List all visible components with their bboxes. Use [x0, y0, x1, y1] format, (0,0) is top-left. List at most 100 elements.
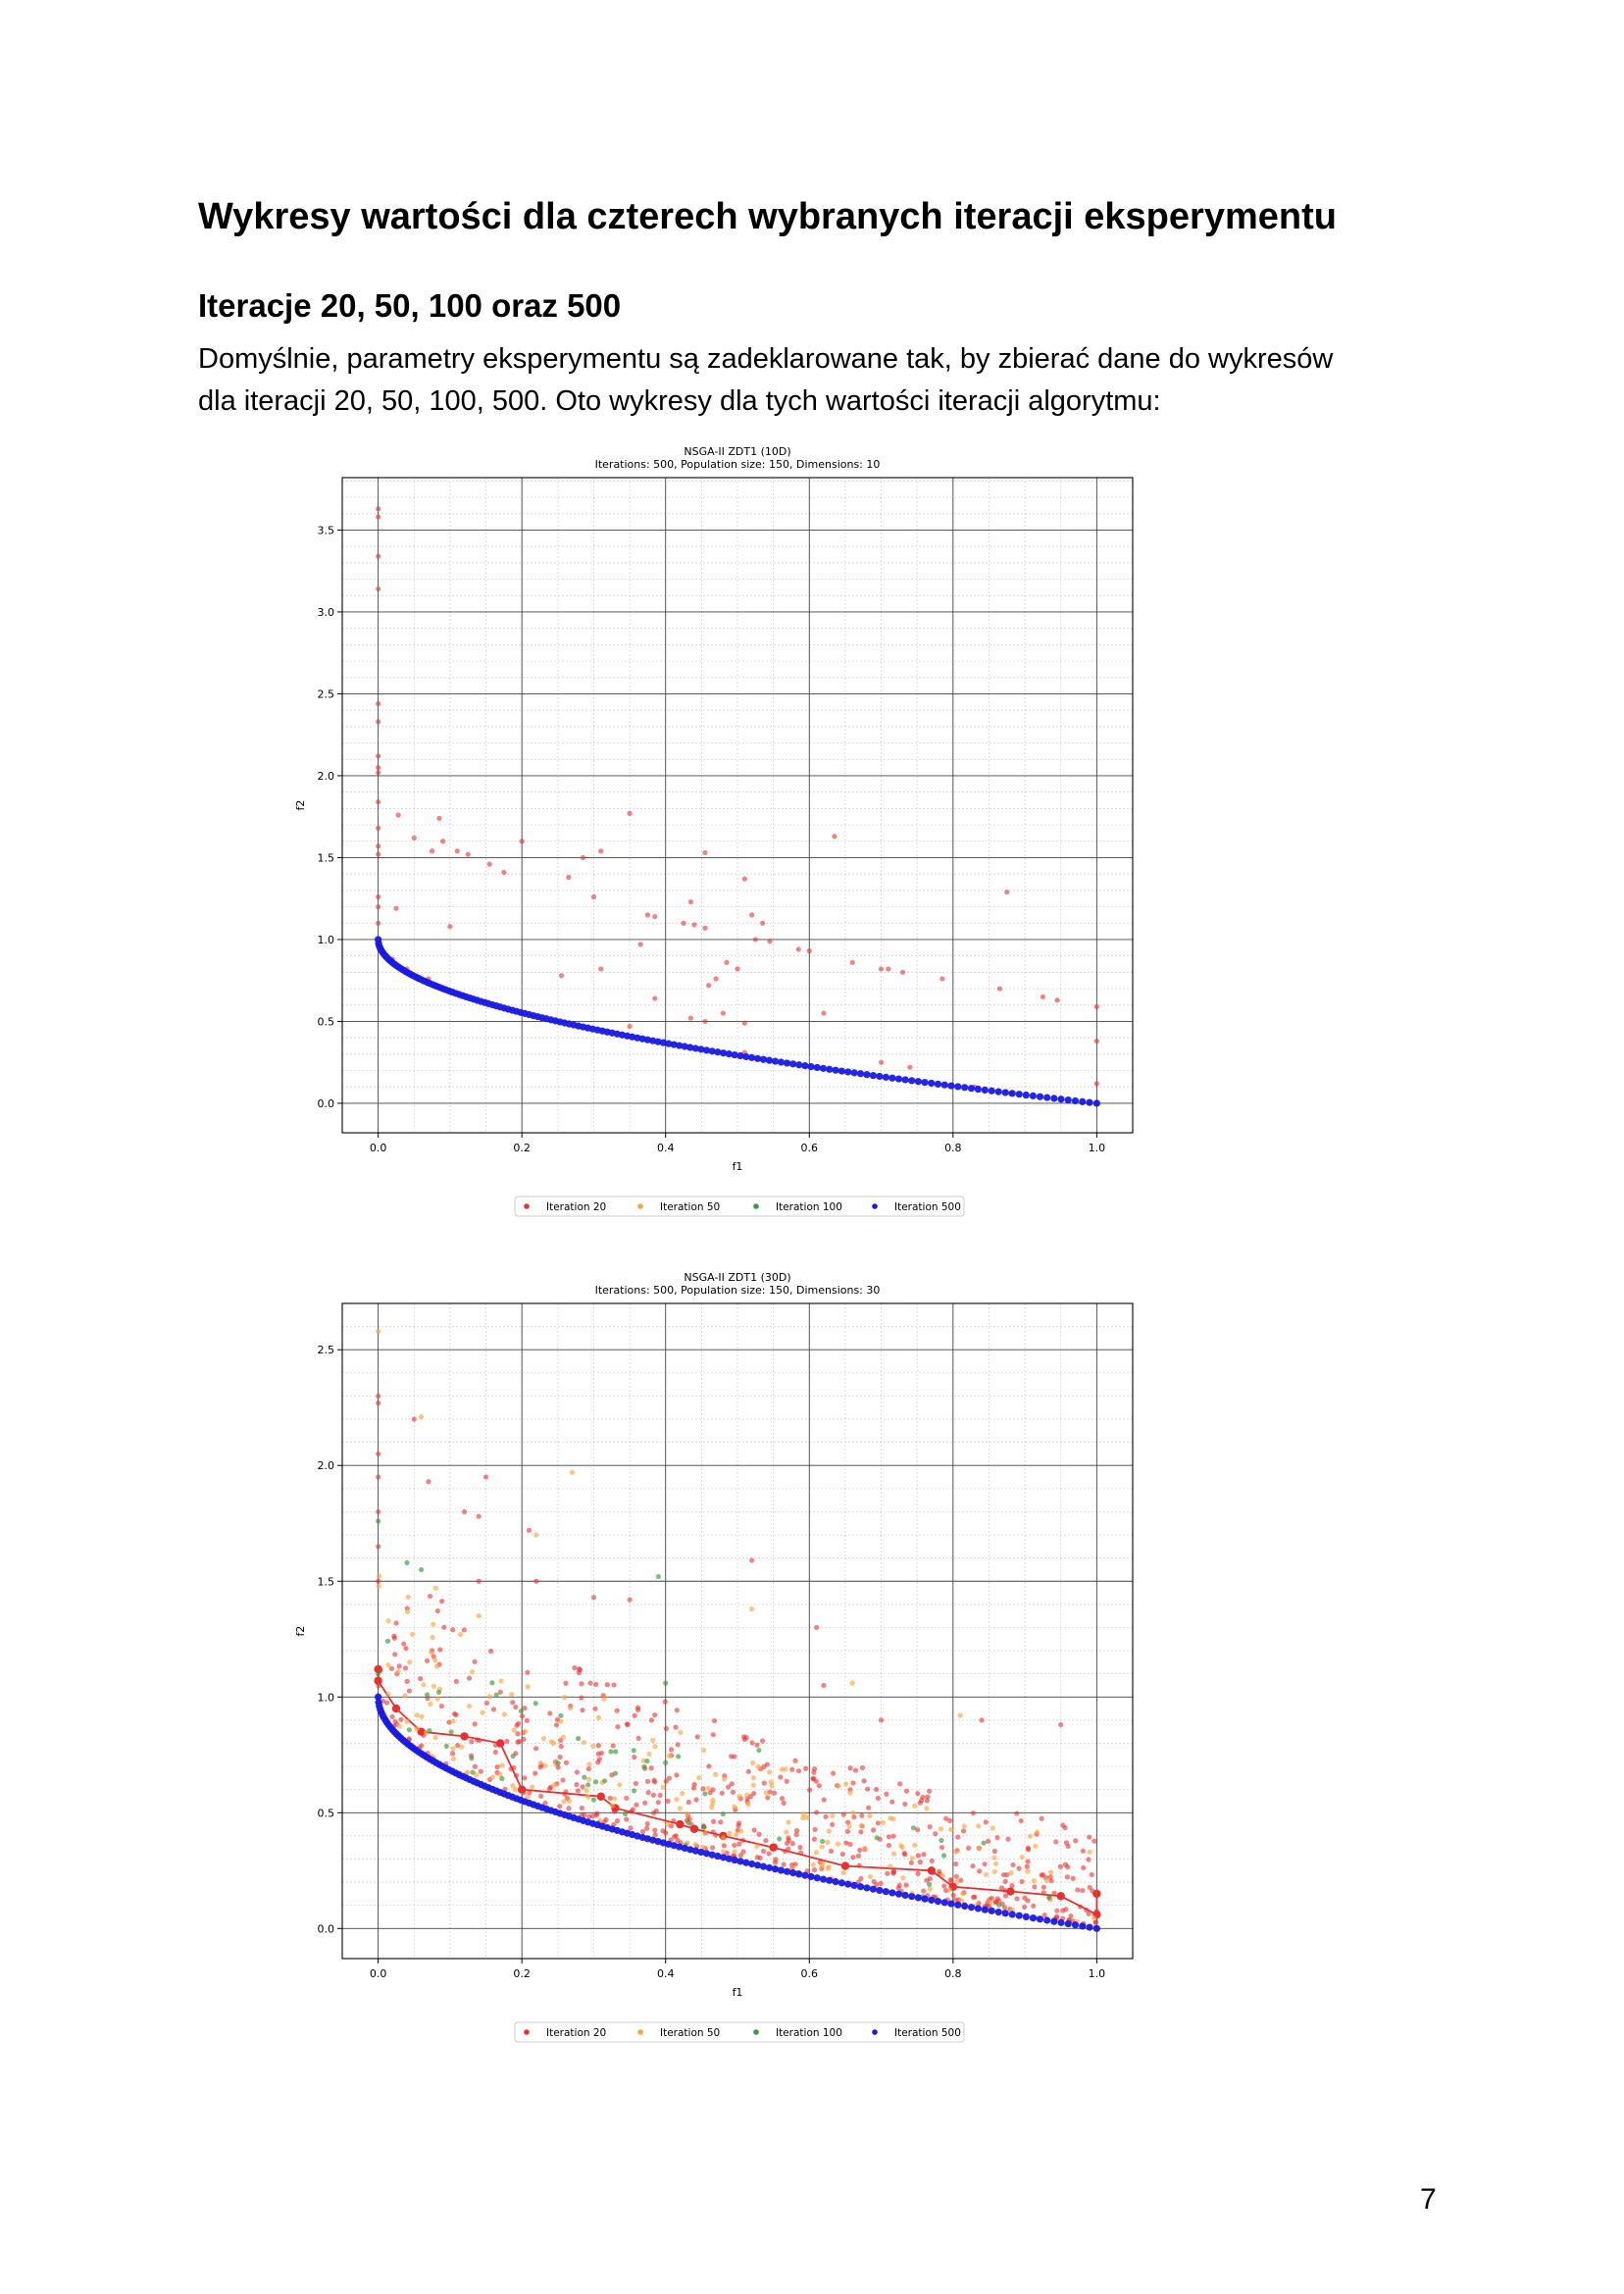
data-point	[840, 1811, 846, 1817]
data-point	[811, 1867, 818, 1873]
data-point	[806, 948, 812, 954]
legend-label: Iteration 20	[546, 1201, 606, 1213]
pareto-front-point	[681, 1043, 688, 1050]
data-point	[648, 1765, 654, 1771]
data-point	[376, 1393, 381, 1400]
legend-label: Iteration 100	[776, 2027, 842, 2039]
data-point	[438, 1703, 445, 1709]
data-point	[982, 1861, 988, 1867]
data-point	[924, 1798, 930, 1804]
data-point	[751, 1827, 757, 1833]
pareto-front-point	[882, 1073, 889, 1081]
data-point	[759, 1738, 766, 1744]
data-point	[847, 1790, 853, 1796]
data-point	[474, 1772, 480, 1778]
data-point	[486, 1694, 492, 1700]
data-point	[728, 1754, 735, 1759]
pareto-front-point	[649, 1037, 657, 1045]
pareto-front-point	[813, 1063, 821, 1072]
pareto-front-point	[659, 1039, 667, 1046]
data-point	[1063, 1907, 1069, 1912]
data-point	[706, 1763, 712, 1769]
legend-marker	[637, 1203, 643, 1209]
data-point	[979, 1717, 985, 1723]
legend-marker	[637, 2029, 643, 2035]
data-point	[1002, 1878, 1008, 1884]
data-point	[652, 995, 658, 1001]
data-point	[953, 1861, 959, 1867]
data-point	[433, 1663, 440, 1669]
data-point	[741, 1020, 747, 1026]
data-point	[1046, 1894, 1052, 1900]
data-point	[376, 1578, 381, 1584]
data-point	[890, 1816, 896, 1822]
data-point	[557, 1804, 563, 1810]
pareto-front-point	[1086, 1098, 1093, 1106]
page-number: 7	[1420, 2183, 1437, 2216]
data-point	[851, 1814, 857, 1820]
data-point	[898, 1843, 904, 1849]
pareto-front-point	[1043, 1094, 1051, 1101]
pareto-front-point	[1001, 1089, 1009, 1096]
data-point	[609, 1803, 616, 1809]
data-point	[627, 1023, 633, 1030]
data-point	[789, 1841, 795, 1847]
data-point	[812, 1826, 818, 1833]
legend-label: Iteration 100	[776, 1201, 842, 1213]
data-point	[533, 1532, 539, 1538]
data-point	[593, 1681, 599, 1687]
pareto-front-point	[725, 1855, 733, 1862]
data-point	[501, 1711, 507, 1717]
data-point	[405, 1594, 411, 1600]
data-point	[706, 983, 712, 989]
data-point	[783, 1766, 788, 1772]
data-point	[781, 1800, 787, 1807]
data-point	[811, 1769, 817, 1775]
pareto-front-point	[736, 1051, 744, 1060]
data-point	[569, 1469, 576, 1475]
data-point	[614, 1708, 620, 1713]
data-point	[985, 1838, 991, 1844]
front-point	[374, 1664, 382, 1674]
data-point	[897, 1781, 903, 1787]
data-point	[836, 1783, 841, 1789]
data-point	[645, 1790, 651, 1796]
data-point	[537, 1793, 544, 1799]
data-point	[873, 1786, 880, 1793]
front-point	[1056, 1892, 1065, 1901]
data-point	[929, 1858, 935, 1864]
data-point	[852, 1767, 859, 1773]
data-point	[890, 1851, 897, 1857]
data-point	[376, 1508, 381, 1515]
data-point	[917, 1800, 923, 1806]
pareto-front-point	[894, 1890, 903, 1898]
data-point	[718, 1819, 724, 1825]
data-point	[574, 1769, 581, 1775]
x-tick-label: 0.6	[801, 1142, 819, 1154]
data-point	[427, 1593, 433, 1600]
data-point	[1010, 1861, 1016, 1868]
x-axis-label: f1	[733, 1160, 743, 1173]
data-point	[404, 1559, 410, 1565]
chart-title: NSGA-II ZDT1 (10D)	[684, 445, 790, 458]
pareto-front-point	[1057, 1918, 1065, 1926]
legend-label: Iteration 500	[894, 1201, 961, 1213]
pareto-front-point	[1022, 1091, 1030, 1099]
data-point	[633, 1780, 639, 1787]
pareto-front-point	[1001, 1910, 1009, 1917]
plot-frame	[341, 1302, 1134, 1960]
data-point	[673, 1724, 679, 1730]
data-point	[551, 1782, 557, 1788]
data-point	[450, 1746, 456, 1752]
data-point	[729, 1781, 735, 1787]
data-point	[1089, 1871, 1094, 1878]
data-point	[908, 1860, 914, 1865]
data-point	[478, 1768, 483, 1774]
pareto-front-point	[1029, 1092, 1038, 1099]
pareto-front-point	[1008, 1090, 1016, 1097]
data-point	[431, 1683, 436, 1689]
data-point	[713, 1771, 719, 1777]
data-point	[756, 1747, 762, 1754]
pareto-front-point	[837, 1879, 845, 1887]
front-point	[391, 1704, 401, 1713]
